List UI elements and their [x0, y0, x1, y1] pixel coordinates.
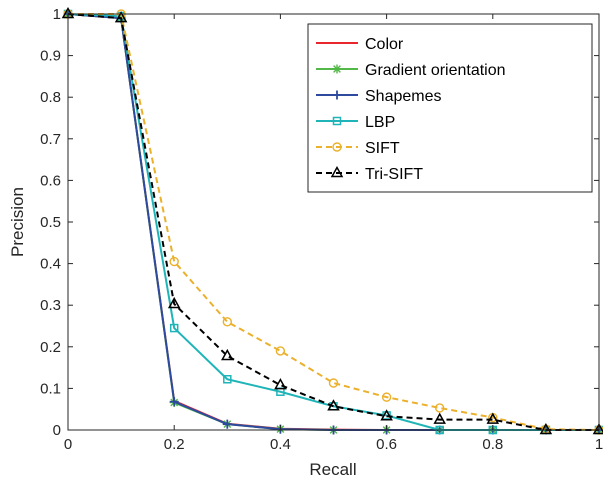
- legend-marker: [330, 165, 344, 178]
- y-tick-label: 0.4: [40, 256, 61, 273]
- marker-shape: [169, 323, 179, 333]
- legend-label: Tri-SIFT: [365, 166, 423, 183]
- marker-shape: [222, 317, 233, 327]
- data-point-sift: [169, 256, 179, 267]
- marker-shape: [332, 116, 342, 126]
- series-tri-sift: [61, 6, 603, 435]
- marker-shape: [223, 374, 232, 384]
- legend-marker: [332, 116, 342, 126]
- legend-item-color: Color: [316, 36, 404, 53]
- data-point-tri-sift: [592, 422, 603, 435]
- data-point-lbp: [169, 323, 179, 333]
- data-point-sift: [328, 378, 339, 388]
- marker-stroke: [333, 65, 341, 73]
- x-tick-label: 0.2: [164, 436, 185, 453]
- legend-marker: [332, 90, 342, 100]
- y-tick-label: 1: [53, 6, 61, 23]
- legend-label: LBP: [365, 114, 395, 131]
- series-line-tri-sift: [67, 13, 599, 431]
- x-tick-label: 0.4: [270, 436, 291, 453]
- y-tick-label: 0: [53, 422, 61, 439]
- data-point-tri-sift: [114, 11, 128, 23]
- legend-item-lbp: LBP: [316, 114, 395, 131]
- x-tick-label: 0.8: [482, 436, 503, 453]
- marker-shape: [433, 412, 446, 424]
- data-point-tri-sift: [167, 296, 181, 309]
- data-point-sift: [275, 346, 286, 356]
- y-axis-label: Precision: [8, 187, 27, 257]
- legend-box: [307, 23, 593, 193]
- y-tick-label: 0.9: [40, 48, 61, 65]
- y-tick-label: 0.1: [40, 380, 61, 397]
- x-tick-label: 1: [595, 436, 603, 453]
- y-tick-label: 0.5: [40, 214, 61, 231]
- marker-shape: [221, 348, 234, 361]
- legend-item-gradient-orientation: Gradient orientation: [316, 62, 506, 79]
- y-tick-label: 0.2: [40, 339, 61, 356]
- marker-shape: [332, 142, 342, 152]
- data-point-tri-sift: [539, 422, 553, 435]
- data-point-sift: [222, 317, 233, 327]
- data-point-tri-sift: [221, 348, 234, 361]
- data-point-tri-sift: [380, 409, 393, 421]
- data-point-sift: [435, 403, 445, 413]
- legend-marker: [332, 142, 342, 152]
- marker-shape: [274, 378, 287, 390]
- marker-shape: [328, 378, 339, 388]
- marker-shape: [380, 409, 393, 421]
- y-tick-label: 0.8: [40, 89, 61, 106]
- marker-shape: [169, 256, 179, 267]
- legend-item-sift: SIFT: [316, 140, 400, 157]
- marker-shape: [275, 346, 286, 356]
- legend-label: Gradient orientation: [365, 62, 506, 79]
- legend-label: SIFT: [365, 140, 400, 157]
- marker-shape: [539, 422, 553, 435]
- marker-shape: [114, 11, 128, 23]
- marker-shape: [486, 412, 500, 424]
- legend-label: Color: [365, 36, 404, 53]
- marker-shape: [330, 165, 344, 178]
- data-point-lbp: [223, 374, 232, 384]
- data-point-tri-sift: [433, 412, 446, 424]
- marker-shape: [167, 296, 181, 309]
- legend: Color Gradient orientation Shapemes LBP SIFT…: [307, 23, 593, 193]
- legend-label: Shapemes: [365, 88, 442, 105]
- marker-shape: [381, 392, 392, 402]
- y-tick-label: 0.7: [40, 131, 61, 148]
- x-tick-label: 0: [64, 436, 72, 453]
- x-axis-label: Recall: [309, 460, 356, 479]
- y-tick-label: 0.3: [40, 297, 61, 314]
- marker-shape: [327, 399, 340, 411]
- data-point-shapemes: [169, 397, 179, 407]
- data-point-tri-sift: [486, 412, 500, 424]
- legend-item-tri-sift: Tri-SIFT: [316, 165, 423, 183]
- y-tick-label: 0.6: [40, 172, 61, 189]
- series-line-sift: [68, 13, 600, 431]
- axis-ticks: 0 0.2 0.4 0.6 0.8 1 0 0.1 0.2 0.3 0.4 0.5 0.6 0.7 0.8 0…: [40, 6, 603, 453]
- data-point-tri-sift: [327, 399, 340, 411]
- data-point-tri-sift: [274, 378, 287, 390]
- legend-item-shapemes: Shapemes: [316, 88, 442, 105]
- data-point-shapemes: [222, 419, 232, 429]
- legend-marker: [332, 64, 342, 74]
- marker-shape: [592, 422, 603, 435]
- x-tick-label: 0.6: [376, 436, 397, 453]
- data-point-sift: [381, 392, 392, 402]
- marker-shape: [435, 403, 445, 413]
